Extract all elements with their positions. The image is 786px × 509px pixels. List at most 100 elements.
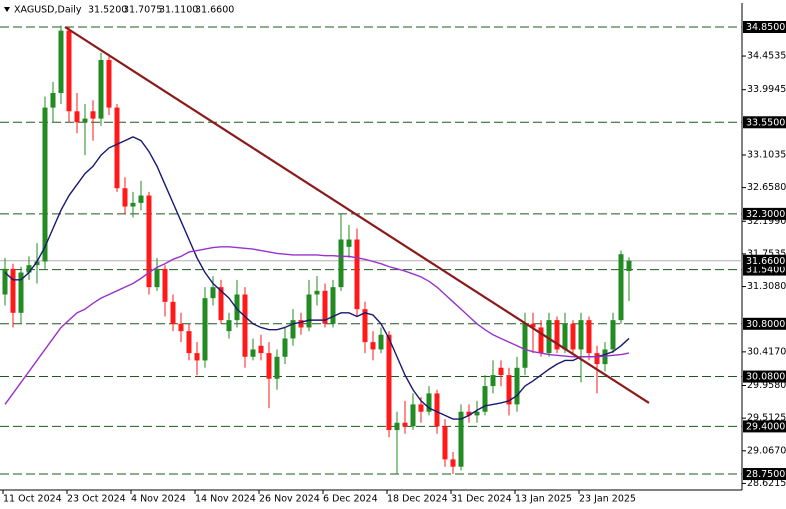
level-box bbox=[743, 116, 786, 129]
x-tick-label: 31 Dec 2024 bbox=[451, 494, 512, 505]
candle-body bbox=[250, 349, 256, 357]
candle-body bbox=[410, 404, 416, 427]
candle-body bbox=[74, 111, 80, 123]
level-box bbox=[743, 420, 786, 433]
candle-body bbox=[554, 320, 560, 350]
candle-body bbox=[210, 287, 216, 299]
candle-body bbox=[202, 298, 208, 361]
level-box bbox=[743, 468, 786, 481]
last-price-label: 31.6600 bbox=[746, 256, 785, 267]
candle-body bbox=[482, 386, 488, 412]
candle-body bbox=[338, 239, 344, 288]
candle-body bbox=[618, 254, 624, 321]
candle-body bbox=[330, 287, 336, 324]
candle-body bbox=[2, 268, 8, 295]
candle-body bbox=[490, 375, 496, 387]
candle-body bbox=[18, 272, 24, 313]
y-tick-label: 33.9945 bbox=[747, 84, 786, 95]
y-tick-label: 32.1990 bbox=[747, 216, 786, 227]
candle-body bbox=[434, 393, 440, 427]
candle-body bbox=[306, 294, 312, 328]
candle-body bbox=[138, 195, 144, 203]
candle-body bbox=[266, 353, 272, 379]
menu-triangle bbox=[4, 7, 10, 12]
candle-body bbox=[146, 195, 152, 288]
candle-body bbox=[314, 290, 320, 295]
candle-body bbox=[546, 320, 552, 354]
candle-body bbox=[322, 290, 328, 324]
candle-body bbox=[602, 349, 608, 365]
candle-body bbox=[90, 111, 96, 119]
candle-body bbox=[386, 334, 392, 431]
y-tick-label: 30.4170 bbox=[747, 346, 786, 357]
candle-body bbox=[458, 411, 464, 467]
candle-body bbox=[122, 188, 128, 207]
moving-average bbox=[4, 136, 630, 420]
y-tick-label: 28.6215 bbox=[747, 478, 786, 489]
candle-body bbox=[274, 356, 280, 379]
candle-body bbox=[474, 411, 480, 416]
level-box bbox=[743, 21, 786, 34]
candle-body bbox=[170, 301, 176, 324]
candle-body bbox=[34, 261, 40, 266]
candle-body bbox=[58, 30, 64, 93]
candle-body bbox=[450, 459, 456, 467]
x-tick-label: 23 Oct 2024 bbox=[67, 494, 126, 505]
candle-body bbox=[258, 345, 264, 354]
x-tick-label: 13 Jan 2025 bbox=[515, 494, 572, 505]
candle-body bbox=[538, 327, 544, 354]
x-tick-label: 18 Dec 2024 bbox=[387, 494, 448, 505]
candle-body bbox=[242, 294, 248, 357]
level-label: 34.8500 bbox=[746, 22, 785, 33]
y-tick-label: 29.0670 bbox=[747, 445, 786, 456]
candle-body bbox=[530, 323, 536, 328]
candle-body bbox=[626, 260, 632, 272]
level-box bbox=[743, 207, 786, 220]
y-tick-label: 34.4535 bbox=[747, 51, 786, 62]
candle-body bbox=[426, 393, 432, 412]
ohlc-low: 31.1100 bbox=[159, 5, 198, 16]
last-price-box bbox=[743, 254, 786, 267]
candle-body bbox=[562, 323, 568, 350]
ohlc-close: 31.6600 bbox=[195, 5, 234, 16]
candle-body bbox=[362, 309, 368, 343]
candle-body bbox=[506, 375, 512, 405]
candle-body bbox=[42, 107, 48, 262]
candle-body bbox=[82, 118, 88, 123]
candle-body bbox=[522, 323, 528, 368]
moving-average bbox=[4, 246, 630, 405]
candle-body bbox=[154, 268, 160, 288]
candle-body bbox=[578, 320, 584, 350]
candle-body bbox=[466, 411, 472, 416]
candle-body bbox=[290, 320, 296, 339]
candle-body bbox=[370, 342, 376, 350]
level-label: 29.4000 bbox=[746, 421, 785, 432]
level-label: 30.0800 bbox=[746, 372, 785, 383]
candle-body bbox=[594, 353, 600, 365]
candle-body bbox=[586, 320, 592, 354]
candle-body bbox=[498, 367, 504, 376]
candle-body bbox=[50, 92, 56, 108]
y-tick-label: 31.7535 bbox=[747, 248, 786, 259]
candle-body bbox=[178, 323, 184, 332]
y-tick-label: 33.1035 bbox=[747, 149, 786, 160]
x-tick-label: 23 Jan 2025 bbox=[579, 494, 636, 505]
y-tick-label: 29.5125 bbox=[747, 413, 786, 424]
candle-body bbox=[514, 367, 520, 405]
candle-body bbox=[378, 334, 384, 350]
candle-body bbox=[186, 331, 192, 354]
level-box bbox=[743, 370, 786, 383]
candle-body bbox=[442, 426, 448, 460]
candle-body bbox=[130, 202, 136, 207]
candle-body bbox=[106, 59, 112, 108]
candle-body bbox=[226, 320, 232, 332]
candle-body bbox=[354, 239, 360, 310]
candle-body bbox=[346, 239, 352, 247]
y-tick-label: 29.9580 bbox=[747, 380, 786, 391]
level-box bbox=[743, 317, 786, 330]
candle-body bbox=[98, 59, 104, 119]
candle-body bbox=[298, 320, 304, 328]
level-label: 31.5400 bbox=[746, 265, 785, 276]
level-label: 30.8000 bbox=[746, 319, 785, 330]
